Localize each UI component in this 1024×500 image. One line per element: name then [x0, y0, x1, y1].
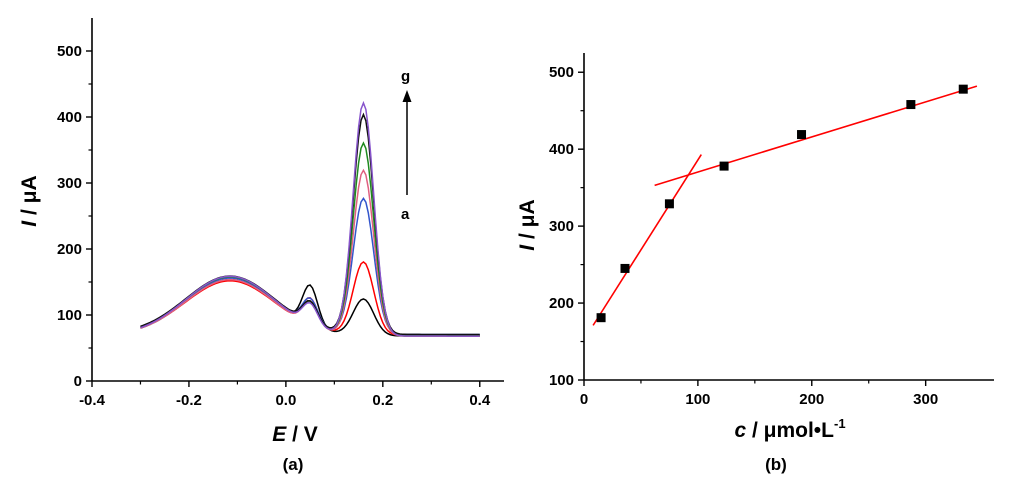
panel-a-x-tick-label: 0.2: [372, 392, 393, 409]
panel-a-label: (a): [283, 455, 304, 474]
panel-a-chart: -0.4 -0.2 0.0 0.2 0.4 0 100 200 300 400 500 g a I …: [18, 18, 504, 474]
data-point: [797, 130, 807, 140]
panel-b-x-tick-label: 100: [685, 391, 710, 408]
panel-a-y-tick-label: 500: [57, 43, 82, 60]
data-point: [958, 84, 968, 94]
panel-a-y-axis-title: I / μA: [18, 175, 41, 226]
curve-d: [140, 168, 480, 337]
panel-b-y-tick-label: 100: [549, 372, 574, 389]
voltammogram-curves: [140, 100, 480, 337]
arrow-annotation: g a: [401, 68, 412, 223]
curve-e: [140, 141, 480, 337]
data-point: [719, 161, 729, 171]
panel-b-y-tick-label: 400: [549, 141, 574, 158]
data-point: [906, 100, 916, 110]
curve-a: [140, 278, 480, 337]
panel-a-y-tick-label: 100: [57, 307, 82, 324]
panel-a-y-tick-label: 400: [57, 109, 82, 126]
fit-line-2: [654, 85, 978, 187]
panel-b-axes: 0 100 200 300 100 200 300 400 500: [549, 53, 994, 408]
panel-b-y-axis-title: I / μA: [516, 199, 539, 250]
curve-g: [140, 100, 480, 337]
data-point: [620, 263, 630, 273]
arrow-label-end: g: [401, 68, 410, 85]
arrow-head: [402, 90, 412, 102]
panel-b-y-tick-label: 300: [549, 218, 574, 235]
panel-b-x-tick-label: 200: [799, 391, 824, 408]
panel-a-x-tick-label: 0.0: [275, 392, 296, 409]
panel-a-y-tick-label: 0: [74, 373, 82, 390]
panel-b-x-axis-title: c / μmol•L-1: [734, 416, 845, 442]
panel-b-chart: 0 100 200 300 100 200 300 400 500 I / μA c / μmo…: [516, 53, 994, 474]
curve-f: [140, 112, 480, 336]
data-points: [596, 84, 968, 323]
panel-b-y-tick-label: 500: [549, 64, 574, 81]
panel-b-label: (b): [765, 455, 787, 474]
panel-a-x-axis-title: E / V: [272, 423, 318, 446]
panel-a-axes: -0.4 -0.2 0.0 0.2 0.4 0 100 200 300 400 500: [57, 18, 504, 409]
panel-a-x-tick-label: -0.4: [79, 392, 106, 409]
panel-b-x-tick-label: 300: [913, 391, 938, 408]
data-point: [664, 199, 674, 209]
arrow-label-start: a: [401, 206, 410, 223]
panel-a-x-tick-label: -0.2: [176, 392, 202, 409]
panel-a-x-tick-label: 0.4: [469, 392, 491, 409]
panel-a-y-tick-label: 300: [57, 175, 82, 192]
panel-b-y-tick-label: 200: [549, 295, 574, 312]
panel-b-x-tick-label: 0: [580, 391, 588, 408]
fit-line-1: [592, 154, 702, 326]
panel-a-y-tick-label: 200: [57, 241, 82, 258]
curve-c: [140, 197, 480, 336]
data-point: [596, 313, 606, 323]
fit-lines: [592, 85, 978, 326]
